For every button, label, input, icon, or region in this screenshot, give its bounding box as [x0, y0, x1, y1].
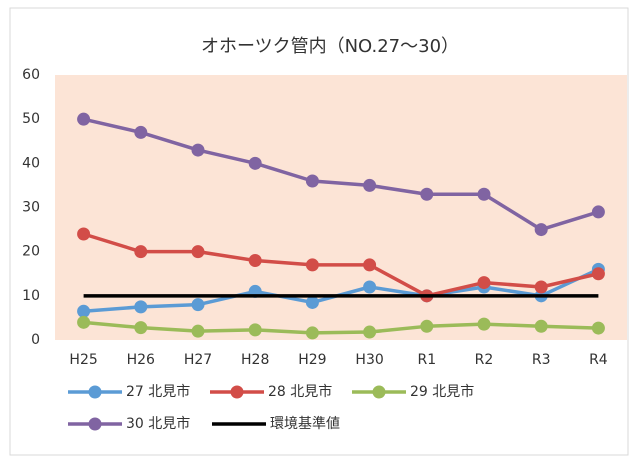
data-point — [248, 156, 262, 170]
data-point — [477, 276, 491, 290]
data-point — [363, 325, 377, 339]
chart-title: オホーツク管内（NO.27～30） — [201, 36, 459, 57]
data-point — [134, 245, 148, 259]
y-tick-label: 20 — [22, 244, 40, 260]
data-point — [77, 227, 91, 241]
data-point — [191, 143, 205, 157]
data-point — [591, 321, 605, 335]
data-line — [83, 320, 599, 335]
data-line — [83, 232, 599, 298]
data-point — [191, 324, 205, 338]
x-tick-label: H26 — [127, 352, 155, 368]
y-tick-label: 40 — [22, 155, 40, 171]
data-point — [191, 298, 205, 312]
legend-marker — [230, 385, 244, 399]
data-point — [134, 300, 148, 314]
data-point — [77, 315, 91, 329]
data-point — [477, 187, 491, 201]
legend-label: 30 北見市 — [126, 415, 190, 432]
data-point — [248, 323, 262, 337]
data-point — [77, 112, 91, 126]
data-point — [305, 295, 319, 309]
y-tick-label: 50 — [22, 111, 40, 127]
data-point — [305, 174, 319, 188]
data-point — [191, 245, 205, 259]
legend-marker — [372, 385, 386, 399]
legend-marker — [88, 417, 102, 431]
legend-label: 29 北見市 — [410, 383, 474, 400]
legend-label: 環境基準値 — [270, 415, 340, 432]
x-tick-label: H29 — [298, 352, 326, 368]
data-point — [363, 258, 377, 272]
y-tick-label: 10 — [22, 288, 40, 304]
data-point — [534, 223, 548, 237]
data-point — [305, 258, 319, 272]
data-point — [134, 321, 148, 335]
data-point — [363, 280, 377, 294]
data-point — [591, 267, 605, 281]
legend-marker — [88, 385, 102, 399]
data-point — [591, 205, 605, 219]
data-point — [305, 326, 319, 340]
x-tick-label: H28 — [241, 352, 269, 368]
data-point — [534, 280, 548, 294]
x-tick-label: R3 — [532, 352, 551, 368]
x-tick-label: R1 — [417, 352, 436, 368]
data-point — [420, 187, 434, 201]
x-tick-label: R4 — [589, 352, 608, 368]
data-point — [534, 319, 548, 333]
legend-label: 27 北見市 — [126, 383, 190, 400]
x-tick-label: H30 — [355, 352, 383, 368]
y-tick-label: 0 — [31, 332, 40, 348]
data-point — [248, 254, 262, 267]
data-line — [83, 117, 599, 232]
data-point — [363, 178, 377, 192]
x-tick-label: R2 — [475, 352, 494, 368]
data-point — [420, 319, 434, 333]
data-point — [77, 304, 91, 318]
y-tick-label: 60 — [22, 67, 40, 83]
y-tick-label: 30 — [22, 200, 40, 216]
x-tick-label: H27 — [184, 352, 212, 368]
x-tick-label: H25 — [69, 352, 97, 368]
data-point — [477, 317, 491, 331]
legend-label: 28 北見市 — [268, 383, 332, 400]
data-point — [134, 125, 148, 139]
